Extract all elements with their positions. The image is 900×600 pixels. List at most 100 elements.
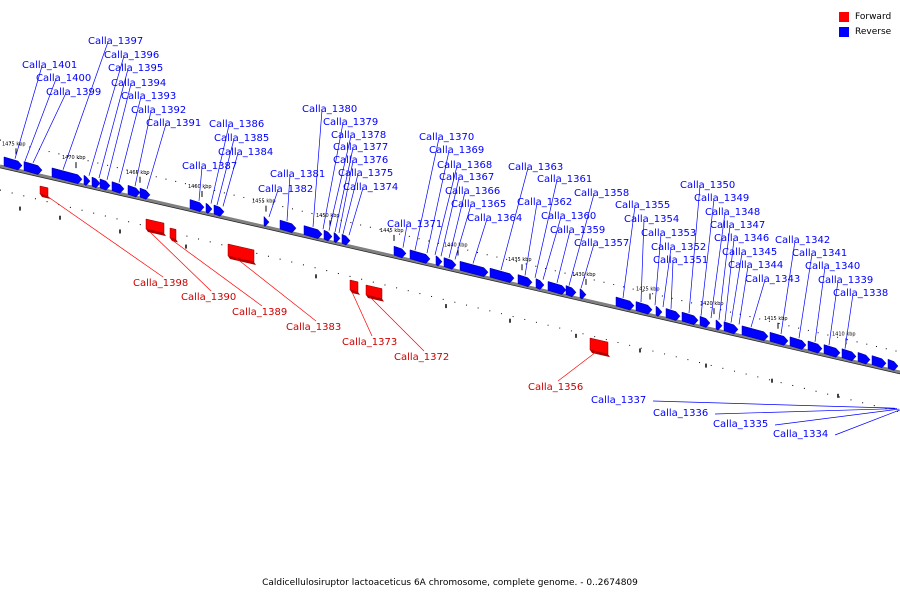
reverse-gene-arrow	[409, 249, 431, 264]
reverse-gene-label: Calla_1400	[36, 73, 91, 84]
reverse-gene-arrow	[547, 281, 567, 295]
gene-leader-line	[556, 230, 571, 283]
forward-gene-label: Calla_1356	[528, 382, 583, 393]
reverse-gene-arrow	[715, 319, 723, 331]
gene-leader-line	[402, 224, 408, 248]
reverse-gene-label: Calla_1343	[745, 274, 800, 285]
gene-leader-line	[134, 110, 152, 187]
gene-leader-line	[14, 65, 43, 159]
gene-leader-line	[568, 193, 595, 286]
kbp-tick-label: 1440 kbp	[444, 243, 468, 249]
reverse-gene-label: Calla_1337	[591, 395, 646, 406]
reverse-gene-label: Calla_1334	[773, 429, 828, 440]
reverse-gene-label: Calla_1386	[209, 119, 264, 130]
reverse-gene-label: Calla_1342	[775, 235, 830, 246]
forward-gene-shadow	[366, 295, 384, 302]
reverse-gene-arrow	[635, 301, 653, 315]
kbp-tick-label: 1420 kbp	[700, 301, 724, 307]
gene-leader-line	[500, 167, 529, 271]
gene-leader-line	[844, 293, 854, 349]
gene-leader-line	[216, 138, 235, 206]
reverse-gene-arrow	[769, 331, 789, 346]
reverse-gene-label: Calla_1385	[214, 133, 269, 144]
reverse-gene-label: Calla_1360	[541, 211, 596, 222]
gene-leader-line	[286, 174, 291, 222]
gene-leader-line	[62, 41, 109, 170]
gene-leader-line	[524, 202, 538, 276]
reverse-gene-label: Calla_1357	[574, 238, 629, 249]
reverse-gene-arrow	[333, 231, 341, 244]
legend-reverse-label: Reverse	[855, 26, 892, 37]
reverse-gene-arrow	[83, 174, 91, 186]
reverse-gene-arrow	[871, 355, 887, 369]
reverse-gene-label: Calla_1371	[387, 219, 442, 230]
reverse-gene-arrow	[535, 278, 545, 290]
reverse-gene-arrow	[189, 199, 205, 212]
reverse-gene-label: Calla_1348	[705, 207, 760, 218]
reverse-gene-arrow	[393, 245, 407, 259]
reverse-gene-label: Calla_1377	[333, 142, 388, 153]
kbp-tick-label: 1450 kbp	[316, 213, 340, 219]
reverse-gene-label: Calla_1355	[615, 200, 670, 211]
gene-leader-line	[542, 216, 562, 280]
reverse-gene-label: Calla_1380	[302, 104, 357, 115]
reverse-gene-label: Calla_1336	[653, 408, 708, 419]
gene-leader-line	[434, 165, 458, 255]
forward-gene-label: Calla_1389	[232, 307, 287, 318]
gene-leader-line	[714, 408, 898, 415]
reverse-gene-arrow	[459, 260, 489, 277]
gene-leader-line	[724, 238, 735, 322]
reverse-gene-label: Calla_1365	[451, 199, 506, 210]
gene-leader-line	[222, 152, 239, 207]
reverse-gene-label: Calla_1339	[818, 275, 873, 286]
reverse-gene-arrow	[139, 187, 151, 200]
reverse-gene-arrow	[111, 181, 125, 194]
reverse-gene-label: Calla_1350	[680, 180, 735, 191]
reverse-gene-label: Calla_1379	[323, 117, 378, 128]
reverse-gene-label: Calla_1369	[429, 145, 484, 156]
reverse-gene-label: Calla_1391	[146, 118, 201, 129]
gene-leader-line	[348, 187, 364, 236]
reverse-gene-label: Calla_1352	[651, 242, 706, 253]
gene-leader-line	[24, 78, 57, 162]
reverse-gene-arrow	[279, 219, 297, 234]
reverse-gene-arrow	[517, 274, 533, 288]
gene-leader-line	[268, 189, 279, 217]
forward-gene-shadow	[590, 350, 610, 358]
reverse-gene-label: Calla_1338	[833, 288, 888, 299]
gene-leader-line	[328, 135, 352, 231]
gene-leader-line	[146, 123, 167, 190]
gene-leader-line	[351, 291, 373, 337]
reverse-gene-label: Calla_1345	[722, 247, 777, 258]
legend-reverse: Reverse	[839, 24, 891, 39]
gene-leader-line	[440, 177, 460, 257]
gene-leader-line	[622, 205, 636, 298]
gene-leader-line	[235, 257, 317, 322]
kbp-tick-label: 1435 kbp	[508, 257, 532, 263]
gene-leader-line	[106, 83, 132, 180]
reverse-gene-arrow	[699, 315, 711, 328]
gene-leader-line	[149, 231, 212, 292]
gene-leader-line	[198, 166, 203, 201]
kbp-tick-label: 1425 kbp	[636, 286, 660, 292]
gene-leader-line	[88, 55, 125, 176]
gene-leader-line	[828, 280, 839, 346]
reverse-gene-label: Calla_1368	[437, 160, 492, 171]
reverse-gene-label: Calla_1351	[653, 255, 708, 266]
gene-leader-line	[750, 279, 766, 328]
reverse-gene-label: Calla_1364	[467, 213, 522, 224]
gene-leader-line	[43, 193, 164, 278]
reverse-gene-arrow	[3, 156, 23, 171]
reverse-gene-label: Calla_1344	[728, 260, 783, 271]
gene-leader-line	[688, 185, 701, 314]
reverse-gene-label: Calla_1387	[182, 161, 237, 172]
gene-leader-line	[414, 137, 440, 251]
forward-gene-shadow	[170, 238, 178, 243]
reverse-gene-label: Calla_1375	[338, 168, 393, 179]
forward-gene-shadow	[228, 256, 256, 265]
reverse-gene-label: Calla_1399	[46, 87, 101, 98]
forward-gene-shadow	[350, 290, 360, 295]
reverse-gene-arrow	[655, 305, 663, 317]
reverse-gene-label: Calla_1378	[331, 130, 386, 141]
reverse-gene-label: Calla_1341	[792, 248, 847, 259]
